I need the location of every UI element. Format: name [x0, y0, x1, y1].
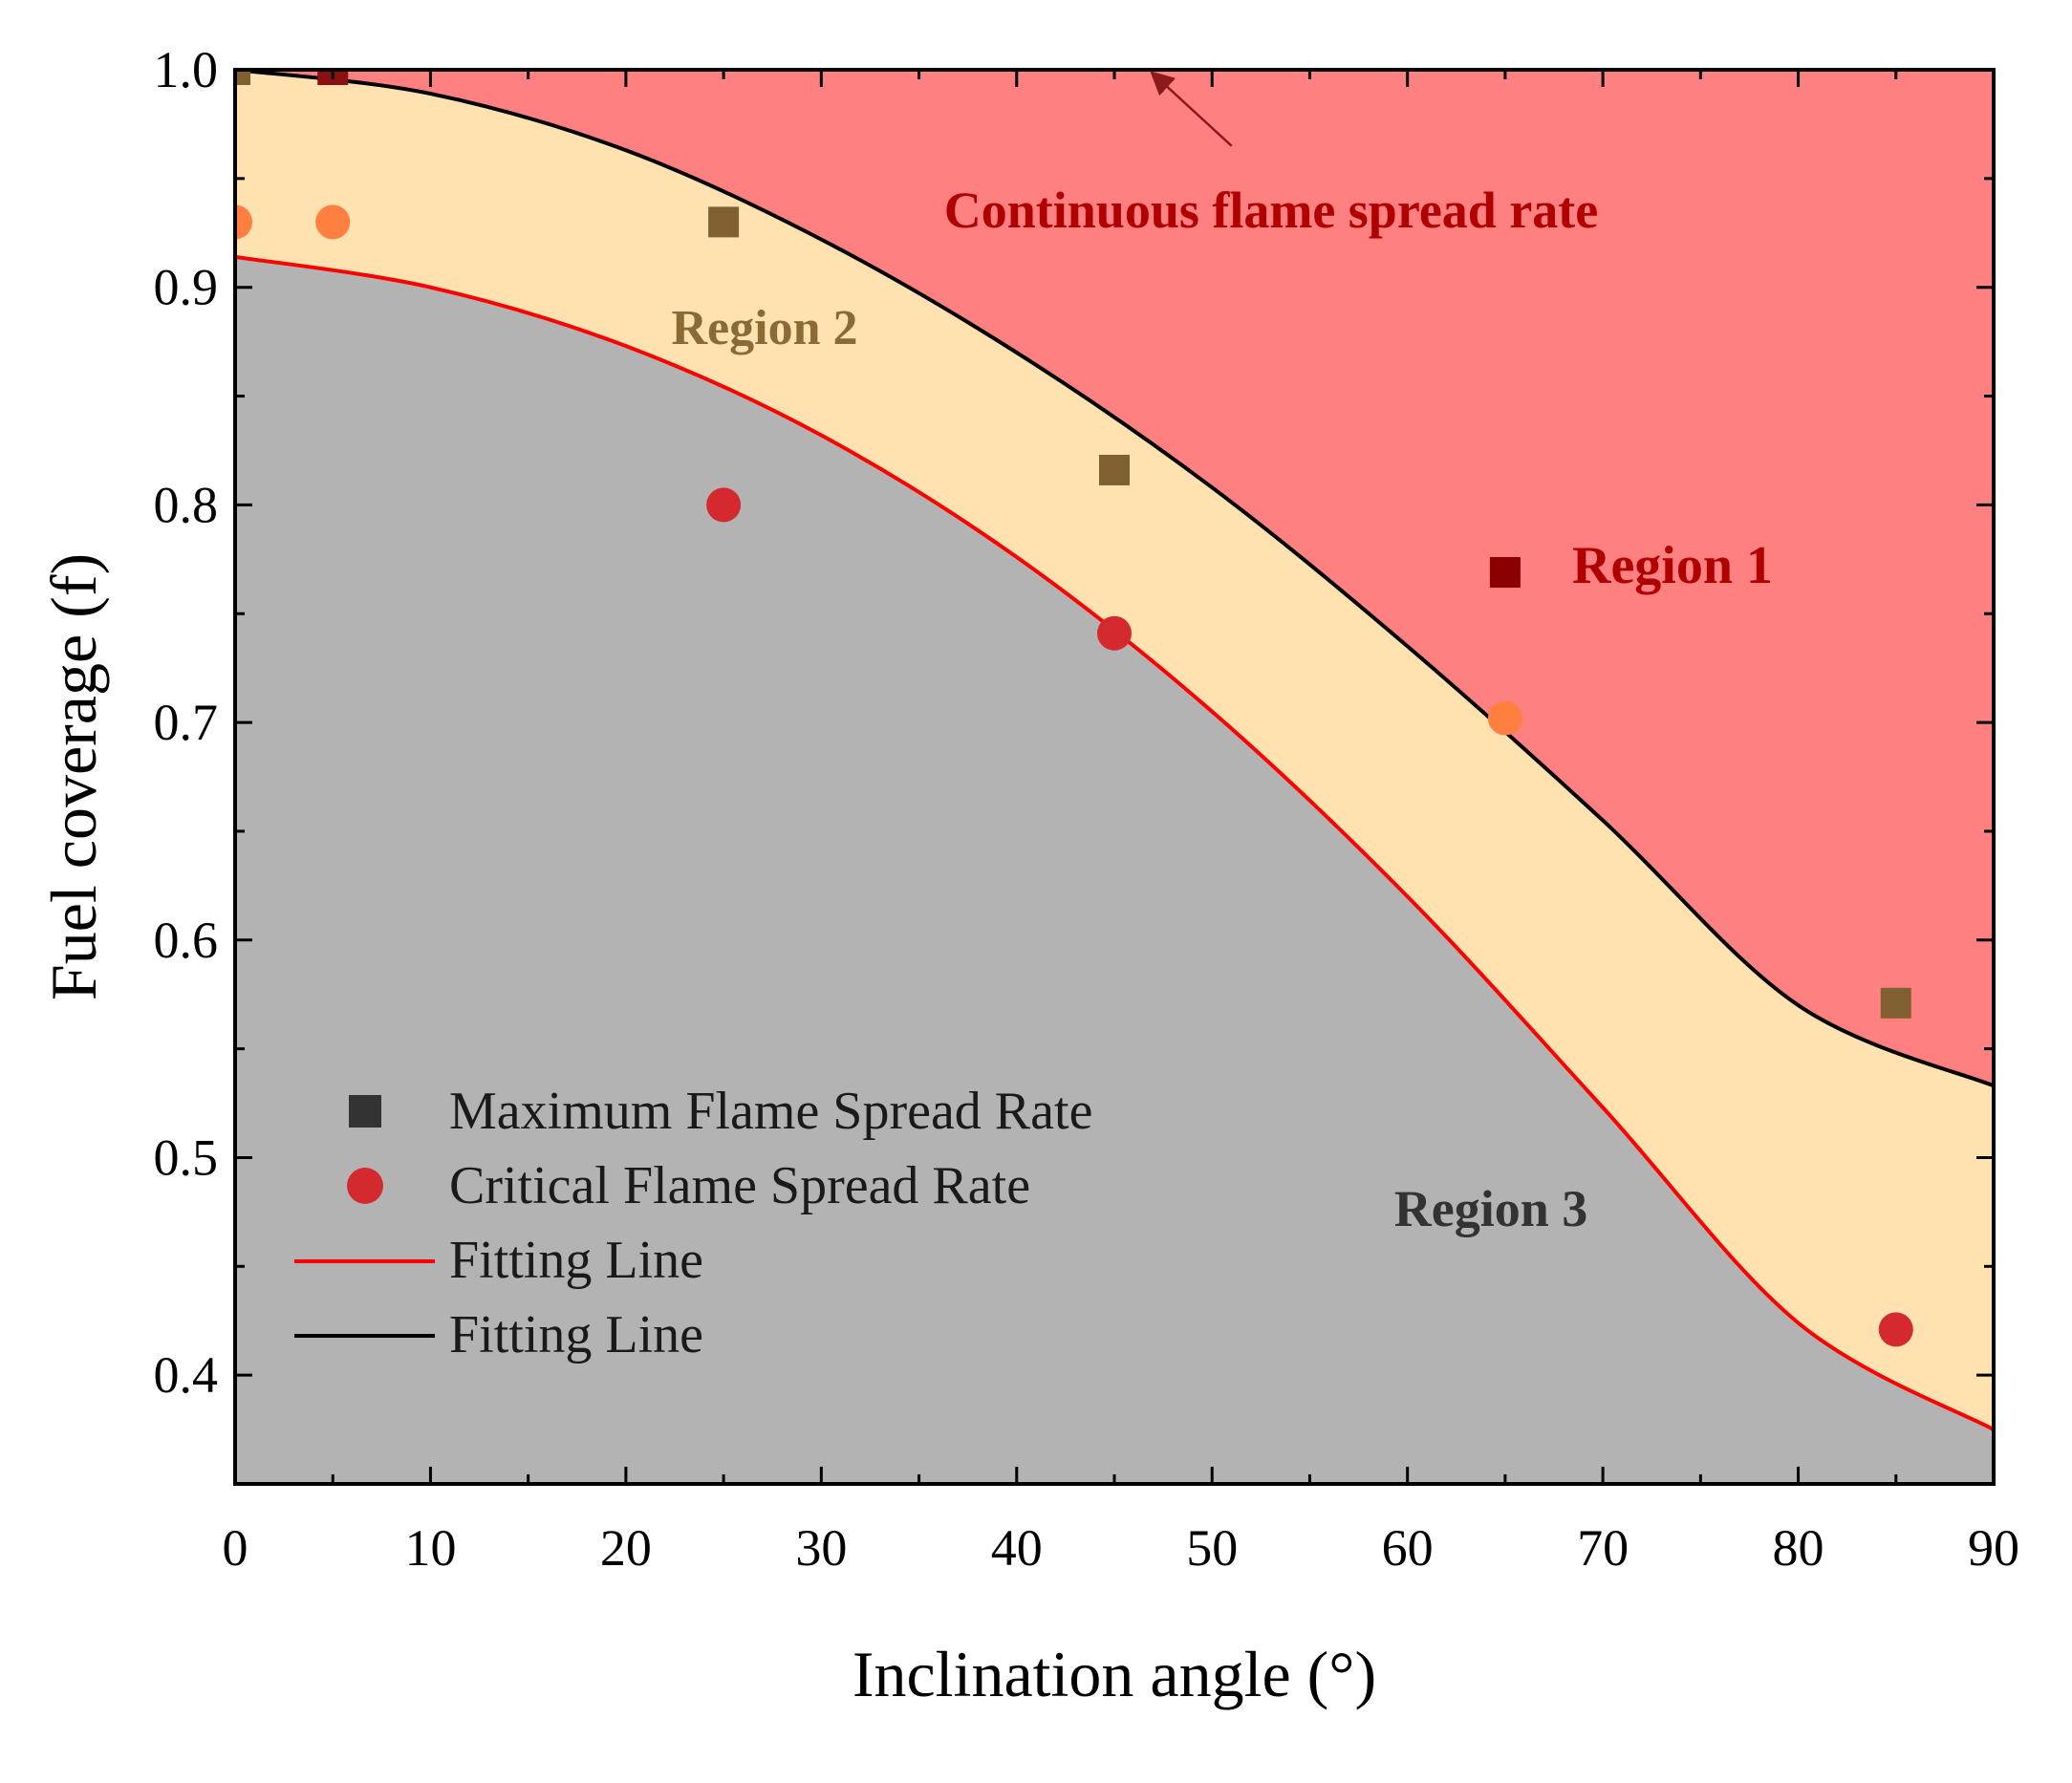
fitting-line-black [235, 70, 1994, 1088]
x-tick-label-40: 40 [991, 1519, 1043, 1577]
y-axis-title: Fuel coverage (f) [37, 553, 110, 1000]
y-tick-label-0.9: 0.9 [154, 259, 219, 316]
fitting-line-red [235, 254, 1994, 1431]
legend-marker-circle [347, 1168, 383, 1204]
x-tick-label-10: 10 [404, 1519, 456, 1577]
critical-flame-point-2 [706, 487, 742, 523]
legend-label-fit-black: Fitting Line [449, 1305, 703, 1364]
legend-label-fit-red: Fitting Line [449, 1231, 703, 1290]
axis-ticks: 0 10 20 30 40 50 60 70 80 90 0.4 0.5 0.6 0.7 0.8 0.9 1.0 [154, 41, 2020, 1577]
critical-flame-point-0 [235, 204, 252, 240]
region-3-area [235, 256, 1994, 1484]
y-tick-label-0.7: 0.7 [154, 694, 219, 751]
y-tick-label-1.0: 1.0 [154, 41, 219, 98]
y-tick-label-0.4: 0.4 [154, 1346, 219, 1404]
x-tick-label-20: 20 [600, 1519, 652, 1577]
critical-flame-point-3 [1097, 615, 1132, 651]
critical-flame-point-1 [315, 204, 351, 240]
x-tick-label-70: 70 [1577, 1519, 1629, 1577]
legend-label-critical: Critical Flame Spread Rate [449, 1156, 1030, 1215]
x-tick-label-30: 30 [795, 1519, 847, 1577]
x-tick-label-50: 50 [1186, 1519, 1238, 1577]
x-axis-title: Inclination angle (°) [853, 1638, 1376, 1710]
max-flame-point-5 [1880, 987, 1911, 1019]
max-flame-point-2 [708, 206, 740, 238]
x-tick-label-0: 0 [223, 1519, 248, 1577]
annotation-arrow [1150, 71, 1233, 147]
x-tick-label-60: 60 [1382, 1519, 1434, 1577]
critical-flame-point-5 [1878, 1312, 1913, 1347]
critical-flame-point-4 [1487, 700, 1522, 736]
data-points [235, 70, 1913, 1347]
max-flame-point-4 [1489, 556, 1521, 588]
x-tick-label-90: 90 [1968, 1519, 2019, 1577]
legend-label-maximum: Maximum Flame Spread Rate [449, 1082, 1092, 1141]
max-flame-point-0 [235, 70, 250, 85]
y-tick-label-0.5: 0.5 [154, 1128, 219, 1186]
annotation-region-2: Region 2 [672, 301, 858, 355]
y-tick-label-0.6: 0.6 [154, 912, 219, 969]
x-tick-label-80: 80 [1773, 1519, 1824, 1577]
legend-marker-square [349, 1095, 381, 1128]
legend: Maximum Flame Spread Rate Critical Flame… [294, 1082, 1092, 1364]
annotation-region-1: Region 1 [1572, 536, 1773, 595]
y-tick-label-0.8: 0.8 [154, 476, 219, 533]
max-flame-point-3 [1099, 454, 1130, 485]
annotation-continuous-flame-spread: Continuous flame spread rate [944, 182, 1599, 239]
annotation-region-3: Region 3 [1394, 1180, 1588, 1237]
